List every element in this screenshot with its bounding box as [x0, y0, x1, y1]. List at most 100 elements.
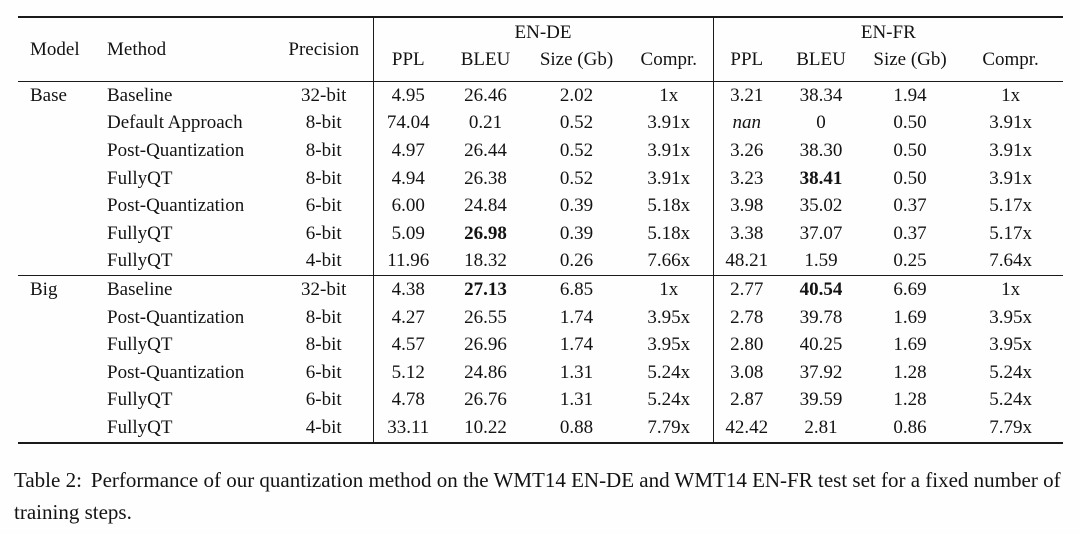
metric-cell: 26.96: [464, 334, 507, 356]
metric-cell: 35.02: [799, 195, 843, 217]
metric-cell: 26.76: [464, 389, 507, 411]
precision-cell: 8-bit: [305, 306, 342, 328]
metric-cell: 1.74: [559, 334, 594, 356]
method-cell: Post-Quantization: [107, 195, 245, 217]
method-cell: FullyQT: [107, 250, 173, 272]
header-group-en-de: EN-DE: [372, 17, 714, 47]
metric-cell: 1x: [958, 275, 1064, 304]
table-header: Model Method Precision EN-DE EN-FR PPL B…: [18, 17, 1064, 82]
metric-cell: 1x: [1001, 84, 1021, 106]
metric-cell: 33.11: [372, 414, 443, 443]
precision-cell: 6-bit: [305, 361, 342, 383]
model-cell: [18, 137, 95, 165]
metric-cell: 0.37: [893, 195, 927, 217]
method-cell: Post-Quantization: [107, 139, 245, 161]
metric-cell: 0.88: [559, 416, 594, 438]
table-row: Post-Quantization 8-bit 4.97 26.44 0.52 3.91x…: [18, 137, 1063, 165]
metric-cell: 37.92: [799, 361, 843, 383]
model-cell: [18, 192, 95, 220]
header-ende-bleu: BLEU: [460, 49, 511, 70]
metric-cell: 0.26: [559, 250, 594, 272]
metric-cell: 4.57: [372, 331, 443, 359]
metric-cell: 3.95x: [647, 334, 691, 356]
metric-cell: 6.85: [528, 275, 625, 304]
model-cell: Base: [30, 84, 67, 106]
precision-cell: 8-bit: [305, 112, 342, 134]
header-model: Model: [30, 38, 80, 60]
metric-cell: 3.26: [712, 137, 781, 165]
metric-cell: 0.52: [559, 167, 594, 189]
metric-cell: 2.77: [712, 275, 781, 304]
metric-cell: 5.18x: [647, 195, 691, 217]
table-row: Post-Quantization 6-bit 5.12 24.86 1.31 5.24x…: [18, 358, 1063, 387]
precision-cell: 6-bit: [305, 195, 342, 217]
metric-cell: 0.39: [559, 195, 594, 217]
metric-cell: 1.69: [893, 334, 927, 356]
header-method: Method: [107, 38, 167, 60]
header-ende-ppl: PPL: [372, 47, 443, 82]
precision-cell: 8-bit: [305, 139, 342, 161]
metric-cell: 40.25: [799, 334, 843, 356]
metric-cell: 0.37: [893, 222, 927, 244]
table-row: FullyQT 4-bit 11.96 18.32 0.26 7.66x 48.21 1.59…: [18, 247, 1063, 276]
model-cell: [18, 110, 95, 138]
metric-cell: 38.41: [799, 167, 843, 189]
metric-cell: 10.22: [464, 416, 507, 438]
precision-cell: 32-bit: [275, 275, 373, 304]
metric-cell: 40.54: [780, 275, 863, 304]
table-row: Big Baseline 32-bit 4.38 27.13 6.85 1x 2.77 40.5…: [18, 275, 1064, 304]
metric-cell: 48.21: [712, 247, 781, 276]
table-row: Default Approach 8-bit 74.04 0.21 0.52 3.91x n…: [18, 109, 1063, 138]
metric-cell: 26.38: [464, 167, 507, 189]
metric-cell: 5.18x: [647, 222, 691, 244]
metric-cell: 18.32: [464, 250, 507, 272]
metric-cell: 37.07: [799, 222, 843, 244]
table-row: Post-Quantization 8-bit 4.27 26.55 1.74 3.95x…: [18, 303, 1063, 332]
metric-cell: 0.86: [893, 416, 927, 438]
caption-text: Performance of our quantization method o…: [14, 467, 1061, 524]
metric-cell: 2.02: [559, 84, 594, 106]
model-cell: [18, 387, 95, 415]
metric-cell: 74.04: [372, 109, 443, 138]
method-cell: Post-Quantization: [107, 361, 245, 383]
header-metric-row: PPL BLEU Size (Gb) Compr. PPL BLEU Size …: [18, 47, 1063, 82]
precision-cell: 6-bit: [305, 222, 342, 244]
metric-cell: 5.24x: [647, 389, 691, 411]
metric-cell: 24.86: [464, 361, 507, 383]
method-cell: Default Approach: [107, 112, 243, 134]
metric-cell: 38.34: [799, 84, 843, 106]
header-ende-compr: Compr.: [640, 49, 698, 70]
metric-cell: 7.79x: [989, 416, 1032, 438]
metric-cell: 0.52: [559, 112, 594, 134]
metric-cell: 5.24x: [989, 389, 1032, 411]
metric-cell: 0.52: [559, 139, 594, 161]
model-cell: [18, 331, 95, 359]
metric-cell: 1x: [625, 275, 714, 304]
metric-cell: 11.96: [372, 247, 443, 276]
metric-cell: 5.17x: [989, 195, 1032, 217]
caption-label: Table 2:: [14, 467, 82, 492]
metric-cell: 3.95x: [647, 306, 691, 328]
metric-cell: 26.46: [464, 84, 507, 106]
metric-cell: 2.80: [712, 331, 781, 359]
metric-cell: 3.95x: [989, 306, 1032, 328]
table-caption: Table 2: Performance of our quantization …: [14, 465, 1066, 529]
header-group-row: Model Method Precision EN-DE EN-FR: [18, 17, 1064, 60]
metric-cell: 26.44: [464, 139, 507, 161]
metric-cell: 1.69: [893, 306, 927, 328]
metric-cell: 2.87: [712, 386, 781, 415]
precision-cell: 6-bit: [305, 389, 342, 411]
metric-cell: 4.95: [372, 81, 443, 110]
metric-cell: 1.74: [559, 306, 594, 328]
metric-cell: 3.95x: [989, 334, 1032, 356]
header-enfr-bleu: BLEU: [796, 49, 846, 70]
metric-cell: 6.00: [372, 192, 443, 220]
metric-cell: 1.31: [559, 389, 594, 411]
metric-cell: 5.17x: [989, 222, 1032, 244]
metric-cell: 4.94: [372, 164, 443, 193]
metric-cell: 1.28: [893, 389, 927, 411]
precision-cell: 8-bit: [305, 334, 342, 356]
metric-cell: 4.78: [372, 386, 443, 415]
metric-cell: 0: [816, 112, 826, 134]
metric-cell: 1.59: [804, 250, 838, 272]
